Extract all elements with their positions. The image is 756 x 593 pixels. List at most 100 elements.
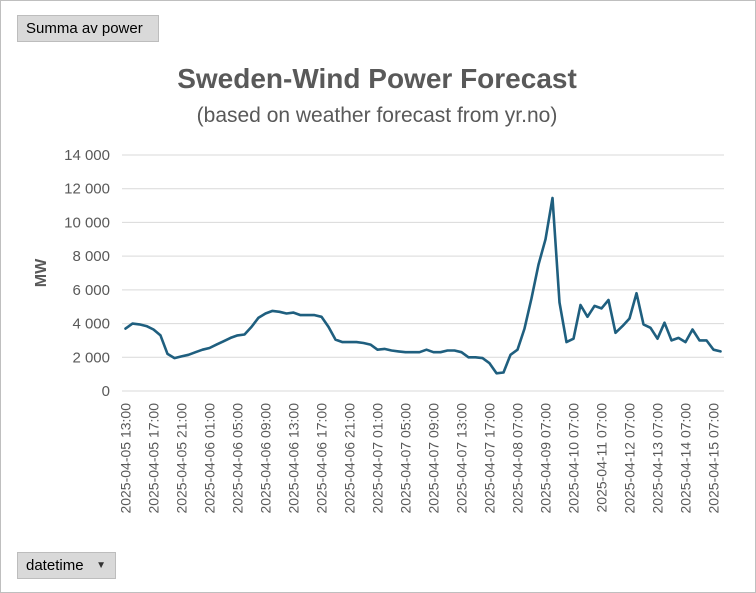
axis-field-button[interactable]: datetime ▼ — [17, 552, 116, 579]
data-point — [306, 314, 309, 316]
data-point — [628, 317, 631, 320]
y-tick-label: 0 — [102, 383, 110, 400]
data-point — [481, 357, 484, 359]
data-point — [383, 348, 386, 350]
data-point — [530, 297, 533, 300]
data-point — [495, 372, 498, 375]
data-point — [180, 355, 183, 358]
x-tick-label: 2025-04-09 07:00 — [538, 403, 554, 514]
data-point — [565, 341, 568, 343]
data-point — [698, 339, 701, 342]
data-point — [600, 307, 603, 310]
x-tick-label: 2025-04-06 17:00 — [314, 403, 330, 514]
data-point — [173, 357, 176, 359]
data-point — [586, 316, 589, 318]
series-group — [124, 196, 722, 375]
chart-subtitle: (based on weather forecast from yr.no) — [197, 104, 558, 127]
x-tick-label: 2025-04-07 05:00 — [398, 403, 414, 514]
data-point — [145, 325, 148, 327]
data-point — [446, 349, 449, 352]
data-point — [201, 348, 204, 351]
value-field-label: Summa av power — [26, 20, 143, 37]
axis-field-label: datetime — [26, 557, 84, 574]
y-tick-label: 14 000 — [64, 147, 110, 164]
data-point — [551, 197, 554, 199]
data-point — [712, 348, 715, 351]
y-tick-label: 4 000 — [72, 316, 110, 333]
x-tick-label: 2025-04-06 13:00 — [286, 403, 302, 514]
y-tick-label: 2 000 — [72, 349, 110, 366]
x-tick-label: 2025-04-06 01:00 — [202, 403, 218, 514]
x-tick-label: 2025-04-06 21:00 — [342, 403, 358, 514]
value-field-button[interactable]: Summa av power — [17, 15, 159, 42]
x-tick-label: 2025-04-05 17:00 — [146, 403, 162, 514]
data-point — [124, 327, 127, 330]
data-point — [670, 339, 673, 342]
data-point — [355, 341, 358, 343]
x-tick-label: 2025-04-13 07:00 — [650, 403, 666, 514]
data-point — [362, 342, 365, 344]
x-axis-ticks: 2025-04-05 13:00 2025-04-05 17:00 2025-04-… — [118, 403, 722, 514]
data-point — [691, 328, 694, 331]
data-point — [159, 334, 162, 337]
data-point — [544, 238, 547, 241]
data-point — [453, 349, 456, 352]
data-point — [390, 349, 393, 352]
data-point — [299, 314, 302, 316]
data-point — [537, 263, 540, 266]
data-point — [607, 299, 610, 301]
data-point — [285, 312, 288, 315]
data-point — [719, 350, 722, 353]
data-point — [649, 326, 652, 329]
data-point — [509, 353, 512, 356]
data-point — [467, 356, 470, 359]
x-tick-label: 2025-04-07 09:00 — [426, 403, 442, 514]
data-point — [397, 350, 400, 353]
data-point — [264, 312, 267, 315]
data-point — [411, 351, 414, 354]
x-tick-label: 2025-04-08 07:00 — [510, 403, 526, 514]
data-point — [432, 351, 435, 354]
data-point — [222, 340, 225, 343]
data-point — [684, 341, 687, 343]
data-point — [404, 351, 407, 354]
data-point — [488, 362, 491, 364]
x-tick-label: 2025-04-10 07:00 — [566, 403, 582, 514]
data-point — [313, 314, 316, 316]
x-tick-label: 2025-04-07 13:00 — [454, 403, 470, 514]
data-point — [327, 326, 330, 328]
y-axis-ticks: 0 2 000 4 000 6 000 8 000 10 000 12 000 14 000 — [64, 147, 110, 400]
data-point — [348, 341, 351, 343]
x-tick-label: 2025-04-14 07:00 — [678, 403, 694, 514]
y-axis-label: MW — [33, 258, 50, 287]
y-tick-label: 12 000 — [64, 181, 110, 198]
data-point — [558, 301, 561, 304]
data-point — [208, 347, 211, 349]
data-point — [243, 333, 246, 336]
data-point — [376, 348, 379, 351]
y-tick-label: 10 000 — [64, 214, 110, 231]
data-point — [166, 353, 169, 355]
data-point — [579, 304, 582, 306]
data-point — [614, 332, 617, 334]
x-tick-label: 2025-04-15 07:00 — [706, 403, 722, 514]
triangle-down-icon[interactable]: ▼ — [96, 560, 106, 571]
data-point — [369, 343, 372, 346]
data-point — [502, 371, 505, 374]
y-tick-label: 6 000 — [72, 282, 110, 299]
data-point — [229, 337, 232, 339]
data-point — [474, 356, 477, 359]
data-point — [642, 323, 645, 326]
data-point — [593, 305, 596, 307]
data-point — [425, 348, 428, 351]
data-point — [236, 334, 239, 337]
data-point — [705, 339, 708, 342]
x-tick-label: 2025-04-07 17:00 — [482, 403, 498, 514]
data-point — [152, 328, 155, 331]
data-point — [271, 310, 274, 312]
data-point — [292, 311, 295, 314]
data-point — [663, 321, 666, 324]
data-point — [187, 353, 190, 356]
